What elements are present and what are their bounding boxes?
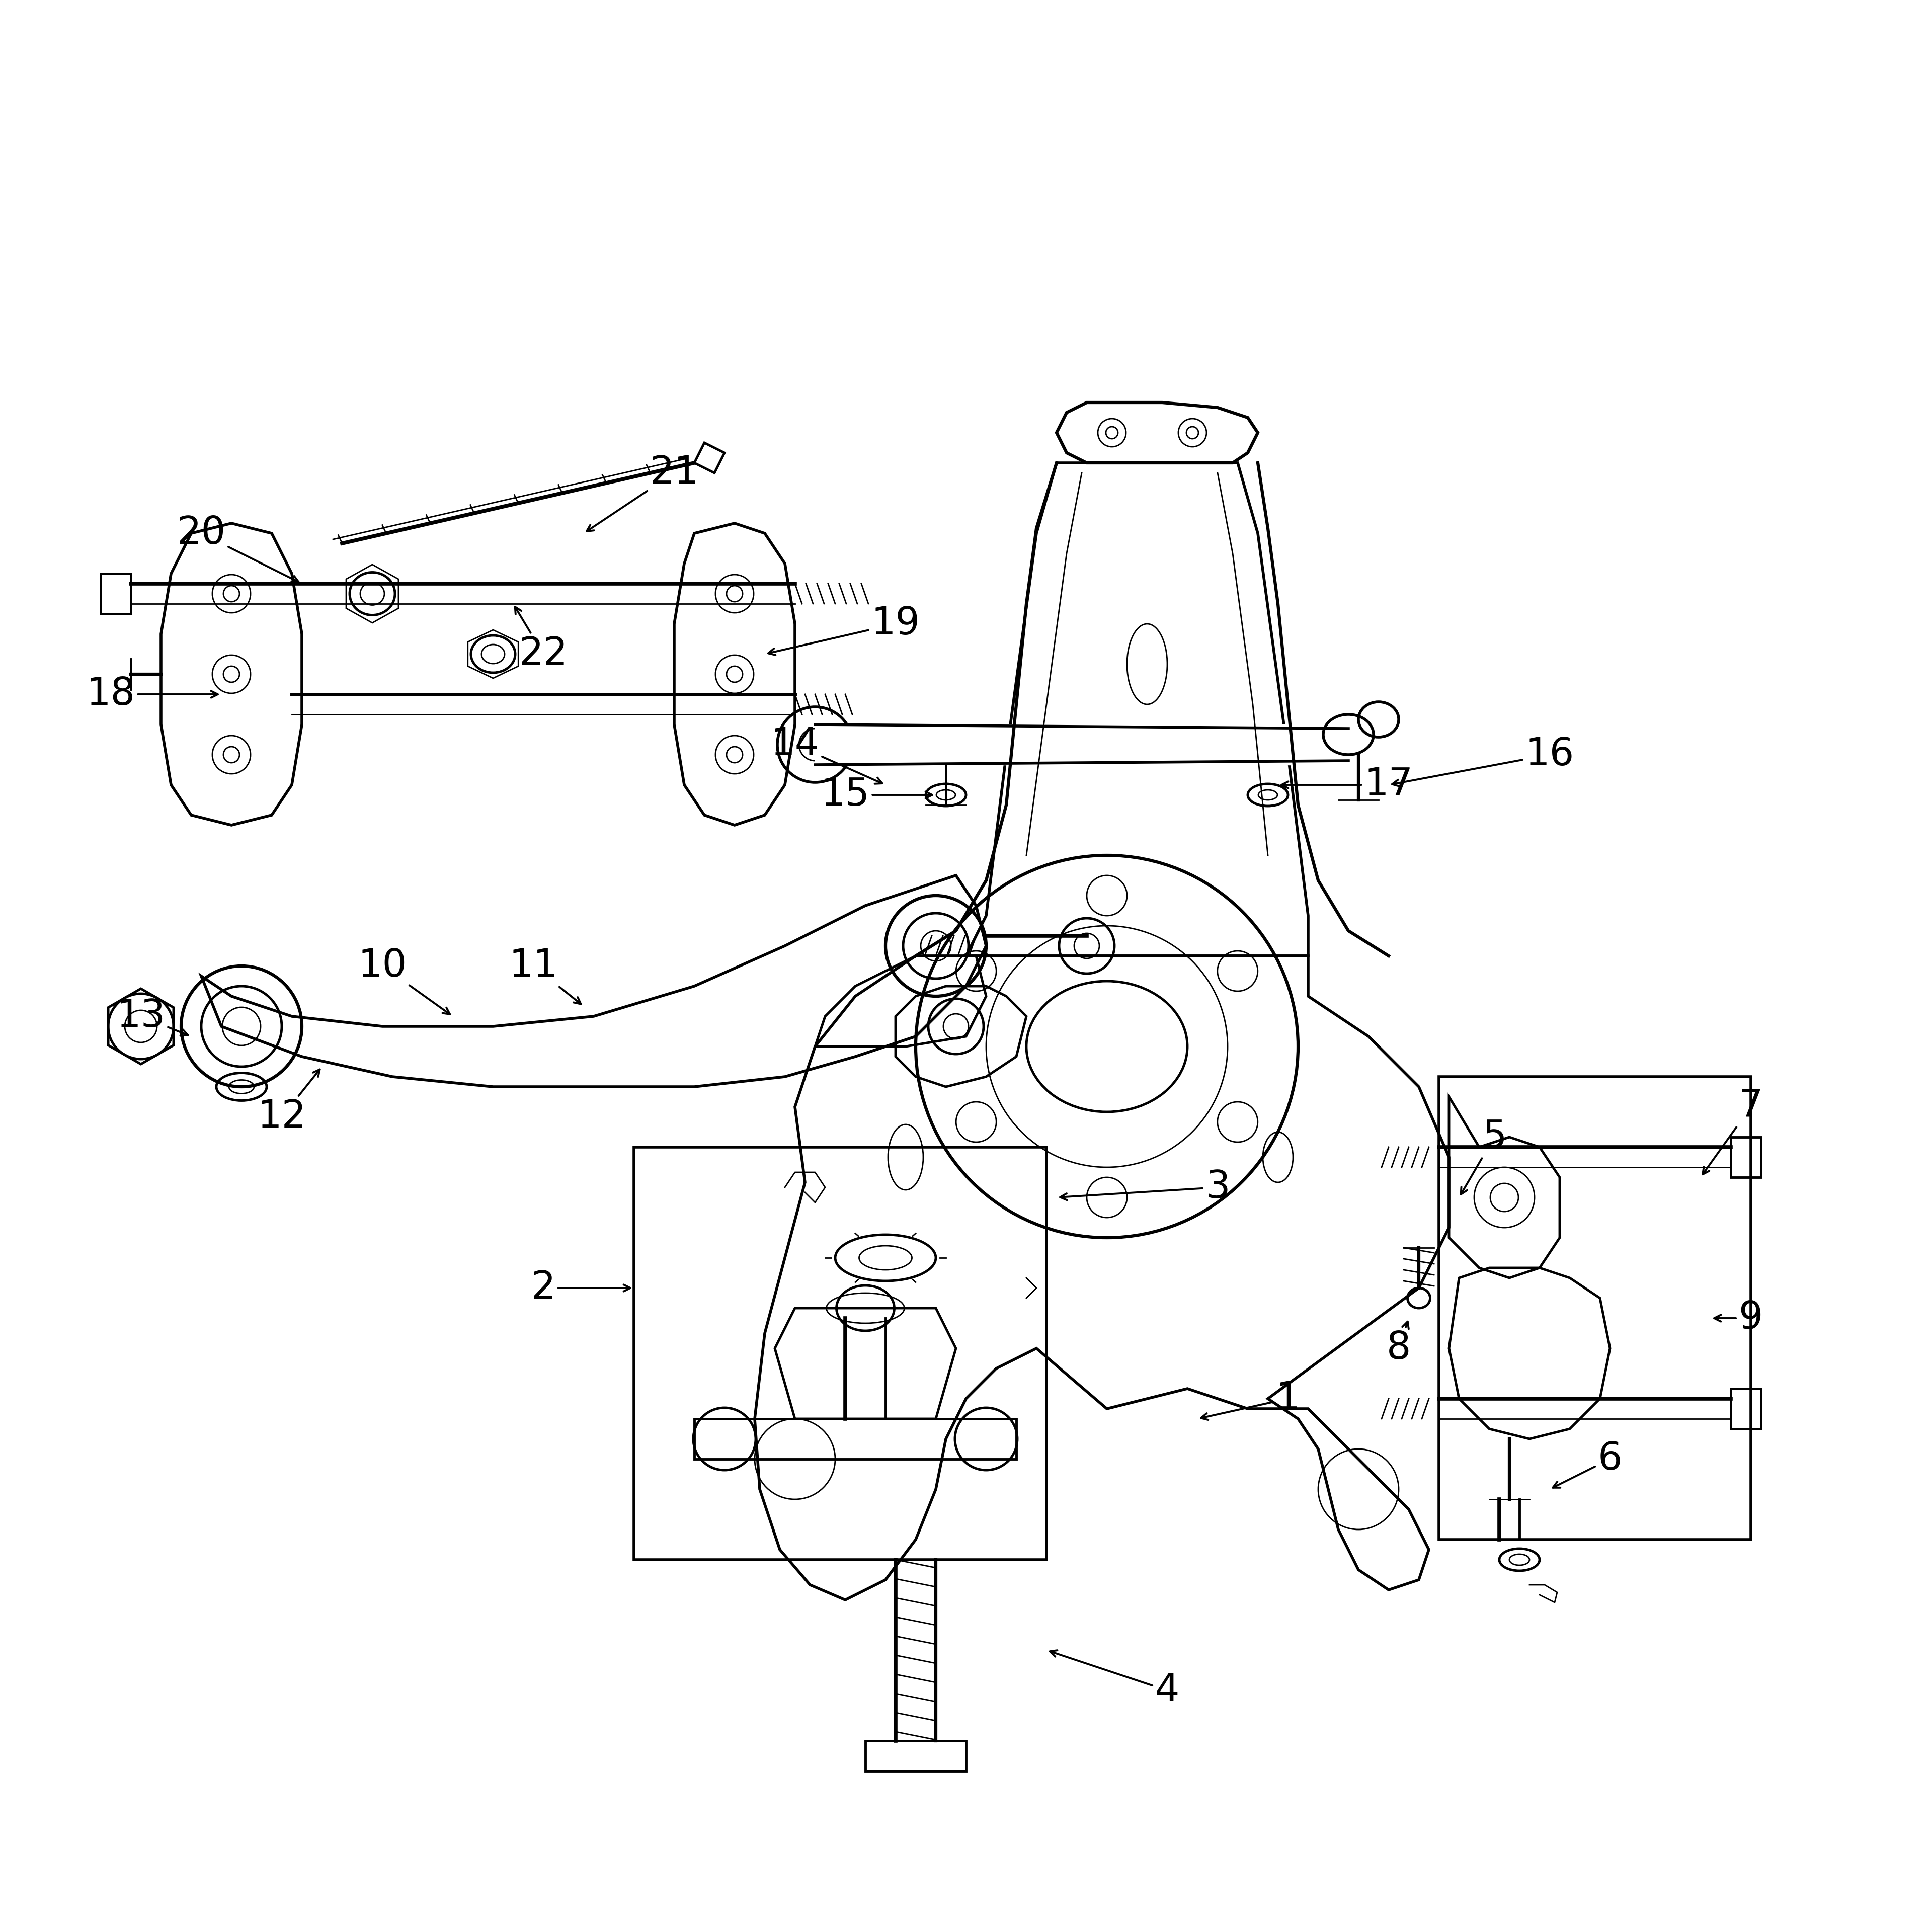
Text: 1: 1 bbox=[1202, 1379, 1300, 1420]
Text: 10: 10 bbox=[357, 947, 450, 1014]
Text: 5: 5 bbox=[1461, 1119, 1507, 1194]
Bar bbox=[1439, 1076, 1750, 1540]
Text: 20: 20 bbox=[178, 514, 299, 582]
Text: 21: 21 bbox=[587, 454, 699, 531]
Text: 13: 13 bbox=[116, 997, 187, 1036]
Text: 6: 6 bbox=[1553, 1441, 1623, 1488]
Text: 15: 15 bbox=[821, 777, 933, 813]
Bar bbox=[634, 1148, 1047, 1559]
Text: 2: 2 bbox=[531, 1269, 630, 1306]
Text: 18: 18 bbox=[87, 676, 218, 713]
Text: 4: 4 bbox=[1049, 1650, 1179, 1710]
Text: 11: 11 bbox=[508, 947, 582, 1005]
Ellipse shape bbox=[1026, 981, 1188, 1113]
Text: 7: 7 bbox=[1702, 1088, 1764, 1175]
Text: 19: 19 bbox=[769, 605, 920, 655]
Text: 8: 8 bbox=[1387, 1321, 1410, 1368]
Text: 17: 17 bbox=[1281, 767, 1412, 804]
Text: 9: 9 bbox=[1714, 1300, 1764, 1337]
Text: 12: 12 bbox=[257, 1070, 321, 1136]
Text: 3: 3 bbox=[1061, 1169, 1231, 1206]
Text: 14: 14 bbox=[771, 726, 883, 784]
Text: 22: 22 bbox=[516, 607, 568, 672]
Text: 16: 16 bbox=[1393, 736, 1575, 786]
